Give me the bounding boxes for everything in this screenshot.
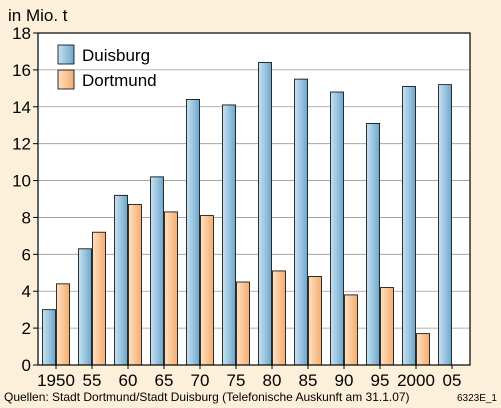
y-tick-label-10: 10 (12, 172, 31, 191)
bar-duisburg-55 (78, 248, 92, 366)
x-tick-label-90: 90 (335, 371, 354, 390)
bar-dortmund-75 (236, 281, 250, 366)
x-tick-label-85: 85 (299, 371, 318, 390)
x-tick-label-1950: 1950 (37, 371, 75, 390)
y-tick-label-4: 4 (22, 282, 31, 301)
bar-duisburg-75 (222, 104, 236, 366)
bar-dortmund-2000 (416, 333, 430, 366)
bar-duisburg-60 (114, 194, 128, 366)
bar-dortmund-90 (344, 294, 358, 366)
bar-duisburg-95 (366, 122, 380, 366)
gridlines (38, 69, 470, 329)
bar-dortmund-60 (128, 204, 142, 366)
figure-code: 6323E_1 (457, 393, 497, 404)
x-tick-label-75: 75 (227, 371, 246, 390)
x-tick-label-55: 55 (83, 371, 102, 390)
bar-dortmund-65 (164, 211, 178, 366)
legend-label-dortmund: Dortmund (82, 71, 157, 90)
bar-dortmund-95 (380, 287, 394, 366)
y-tick-label-2: 2 (22, 319, 31, 338)
bar-dortmund-80 (272, 270, 286, 366)
bar-duisburg-65 (150, 176, 164, 366)
plot-frame (37, 32, 471, 366)
bar-dortmund-85 (308, 276, 322, 366)
y-tick-label-8: 8 (22, 208, 31, 227)
x-tick-label-80: 80 (263, 371, 282, 390)
y-tick-label-16: 16 (12, 61, 31, 80)
source-note: Quellen: Stadt Dortmund/Stadt Duisburg (… (4, 390, 410, 404)
bar-duisburg-85 (294, 78, 308, 366)
x-tick-label-95: 95 (371, 371, 390, 390)
legend-label-duisburg: Duisburg (82, 46, 150, 65)
bar-duisburg-1950 (42, 309, 56, 366)
bar-duisburg-80 (258, 62, 272, 366)
y-tick-label-14: 14 (12, 98, 31, 117)
y-axis-ticks: 0 2 4 6 8 10 12 14 16 18 (12, 24, 38, 375)
plot-area (38, 33, 470, 365)
x-tick-label-2000: 2000 (397, 371, 435, 390)
x-axis-ticks: 1950 55 60 65 70 75 80 85 90 95 2000 05 (37, 365, 461, 390)
x-tick-label-60: 60 (119, 371, 138, 390)
y-axis-unit: in Mio. t (8, 6, 68, 25)
legend-swatch-dortmund (57, 69, 75, 90)
legend-swatch-duisburg (57, 44, 75, 65)
y-tick-label-0: 0 (22, 356, 31, 375)
x-tick-label-65: 65 (155, 371, 174, 390)
y-tick-label-12: 12 (12, 135, 31, 154)
y-tick-label-18: 18 (12, 24, 31, 43)
bar-dortmund-55 (92, 231, 106, 366)
legend: Duisburg Dortmund (57, 44, 157, 90)
y-tick-label-6: 6 (22, 245, 31, 264)
bar-duisburg-90 (330, 91, 344, 366)
bar-dortmund-70 (200, 215, 214, 366)
bar-duisburg-70 (186, 99, 200, 366)
x-tick-label-70: 70 (191, 371, 210, 390)
bar-duisburg-2000 (402, 86, 416, 366)
x-tick-label-05: 05 (443, 371, 462, 390)
bar-duisburg-05 (438, 84, 452, 366)
bar-dortmund-1950 (56, 283, 70, 366)
